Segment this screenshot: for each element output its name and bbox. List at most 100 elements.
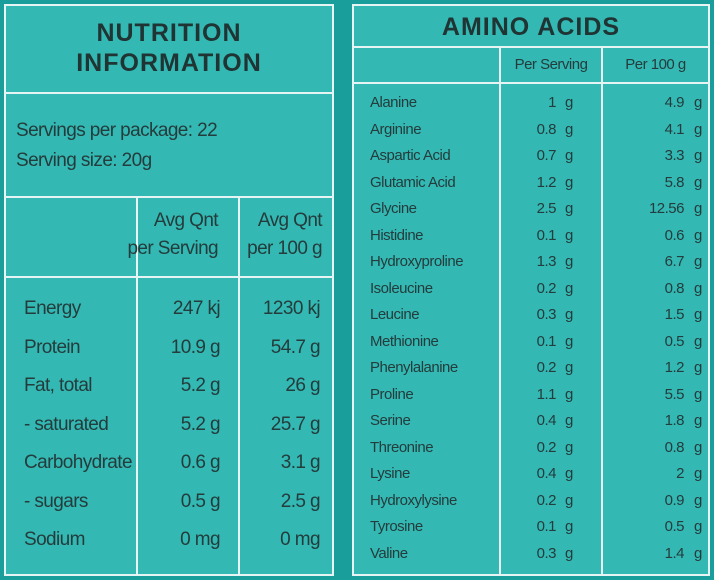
- amino-per-serving-unit: g: [565, 200, 573, 217]
- nutrient-per-serving: 247 kj: [172, 298, 221, 319]
- amino-per-100g-unit: g: [694, 359, 702, 376]
- amino-per-serving: 0.4: [536, 465, 557, 482]
- col2-header-line1: Avg Qnt: [257, 210, 323, 231]
- column-divider: [601, 46, 603, 574]
- amino-per-serving: 1.1: [536, 385, 557, 403]
- amino-per-serving-unit: g: [565, 438, 573, 456]
- amino-per-serving-unit: g: [565, 412, 573, 429]
- amino-per-100g: 0.8: [664, 279, 685, 297]
- amino-per-serving: 0.2: [536, 438, 557, 456]
- amino-name: Glycine: [370, 200, 417, 217]
- amino-name: Leucine: [370, 306, 420, 323]
- nutrient-name: - saturated: [24, 413, 109, 435]
- amino-per-serving: 0.7: [536, 147, 557, 164]
- nutrient-name: Carbohydrate: [24, 452, 133, 473]
- amino-per-100g: 0.6: [664, 226, 685, 244]
- servings-per-package: Servings per package: 22: [16, 120, 218, 141]
- amino-per-100g: 0.8: [664, 438, 685, 456]
- nutrition-title-line1: NUTRITION: [96, 19, 242, 47]
- nutrition-title-line2: INFORMATION: [76, 49, 262, 77]
- amino-per-serving: 0.2: [536, 279, 557, 297]
- amino-per-100g: 5.8: [664, 173, 685, 191]
- nutrient-per-serving: 5.2 g: [180, 413, 221, 435]
- amino-name: Proline: [370, 385, 414, 403]
- amino-per-100g: 0.5: [664, 332, 685, 350]
- amino-per-100g: 4.1: [664, 120, 685, 138]
- amino-per-serving: 1.2: [536, 173, 557, 191]
- amino-per-serving: 0.1: [536, 518, 557, 535]
- amino-name: Threonine: [370, 438, 434, 456]
- amino-name: Lysine: [370, 465, 410, 482]
- amino-per-100g: 2: [676, 465, 684, 482]
- amino-per-serving-unit: g: [565, 173, 573, 191]
- amino-name: Tyrosine: [370, 518, 423, 535]
- amino-per-serving: 0.1: [536, 332, 557, 350]
- amino-name: Isoleucine: [370, 279, 433, 297]
- amino-per-100g-unit: g: [694, 147, 702, 164]
- amino-per-100g-unit: g: [694, 253, 702, 270]
- amino-per-100g: 4.9: [664, 94, 685, 111]
- amino-name: Aspartic Acid: [370, 147, 451, 164]
- amino-per-serving: 0.3: [536, 306, 557, 323]
- amino-per-serving-unit: g: [565, 359, 573, 376]
- amino-per-serving: 0.1: [536, 226, 557, 244]
- amino-per-serving: 0.3: [536, 544, 557, 562]
- amino-per-100g-unit: g: [694, 306, 702, 323]
- amino-per-serving: 1: [548, 94, 556, 111]
- divider: [6, 276, 332, 278]
- amino-per-100g: 0.9: [664, 491, 685, 509]
- nutrient-per-100g: 25.7 g: [270, 413, 321, 435]
- divider: [354, 82, 708, 84]
- amino-name: Serine: [370, 412, 411, 429]
- nutrient-name: Fat, total: [24, 375, 93, 396]
- amino-per-100g-unit: g: [694, 226, 702, 244]
- nutrient-per-serving: 0.5 g: [180, 490, 221, 512]
- amino-per-100g: 1.2: [664, 359, 685, 376]
- nutrient-per-100g: 2.5 g: [280, 490, 321, 512]
- col1-header-line2: per Serving: [127, 238, 218, 259]
- amino-name: Arginine: [370, 120, 422, 138]
- column-divider: [136, 196, 138, 574]
- nutrient-per-serving: 10.9 g: [170, 336, 221, 358]
- amino-per-100g: 12.56: [648, 200, 685, 217]
- nutrient-per-100g: 3.1 g: [280, 452, 321, 473]
- amino-per-100g-unit: g: [694, 173, 702, 191]
- amino-name: Valine: [370, 544, 408, 562]
- amino-per-100g: 1.5: [664, 306, 685, 323]
- nutrient-per-serving: 0 mg: [180, 529, 220, 550]
- amino-name: Histidine: [370, 226, 424, 244]
- amino-per-100g-unit: g: [694, 200, 702, 217]
- nutrition-information-panel: NUTRITION INFORMATION Servings per packa…: [4, 4, 334, 576]
- amino-per-100g-unit: g: [694, 94, 702, 111]
- amino-per-100g-unit: g: [694, 412, 702, 429]
- amino-per-serving-unit: g: [565, 491, 573, 509]
- amino-col2-header: Per 100 g: [625, 56, 686, 73]
- amino-col1-header: Per Serving: [514, 56, 588, 73]
- amino-per-100g: 1.4: [664, 544, 685, 562]
- amino-per-serving-unit: g: [565, 306, 573, 323]
- amino-per-serving: 0.8: [536, 120, 557, 138]
- serving-size: Serving size: 20g: [16, 150, 152, 171]
- amino-per-100g: 6.7: [664, 253, 685, 270]
- amino-name: Hydroxyproline: [370, 253, 464, 270]
- amino-per-100g-unit: g: [694, 465, 702, 482]
- nutrient-name: Protein: [24, 336, 81, 358]
- divider: [6, 92, 332, 94]
- nutrient-per-100g: 1230 kj: [262, 298, 321, 319]
- amino-name: Methionine: [370, 332, 439, 350]
- amino-per-serving-unit: g: [565, 120, 573, 138]
- amino-per-100g-unit: g: [694, 332, 702, 350]
- nutrient-per-100g: 26 g: [285, 375, 320, 396]
- amino-per-serving-unit: g: [565, 544, 573, 562]
- nutrient-per-100g: 0 mg: [280, 529, 320, 550]
- amino-per-100g-unit: g: [694, 120, 702, 138]
- amino-name: Hydroxylysine: [370, 491, 457, 509]
- amino-acids-panel: AMINO ACIDS Per Serving Per 100 g Alanin…: [352, 4, 710, 576]
- amino-per-serving: 2.5: [536, 200, 557, 217]
- col1-header-line1: Avg Qnt: [153, 210, 219, 231]
- amino-per-serving-unit: g: [565, 147, 573, 164]
- nutrient-name: - sugars: [24, 490, 88, 512]
- amino-per-100g-unit: g: [694, 438, 702, 456]
- amino-per-serving-unit: g: [565, 332, 573, 350]
- amino-name: Phenylalanine: [370, 359, 458, 376]
